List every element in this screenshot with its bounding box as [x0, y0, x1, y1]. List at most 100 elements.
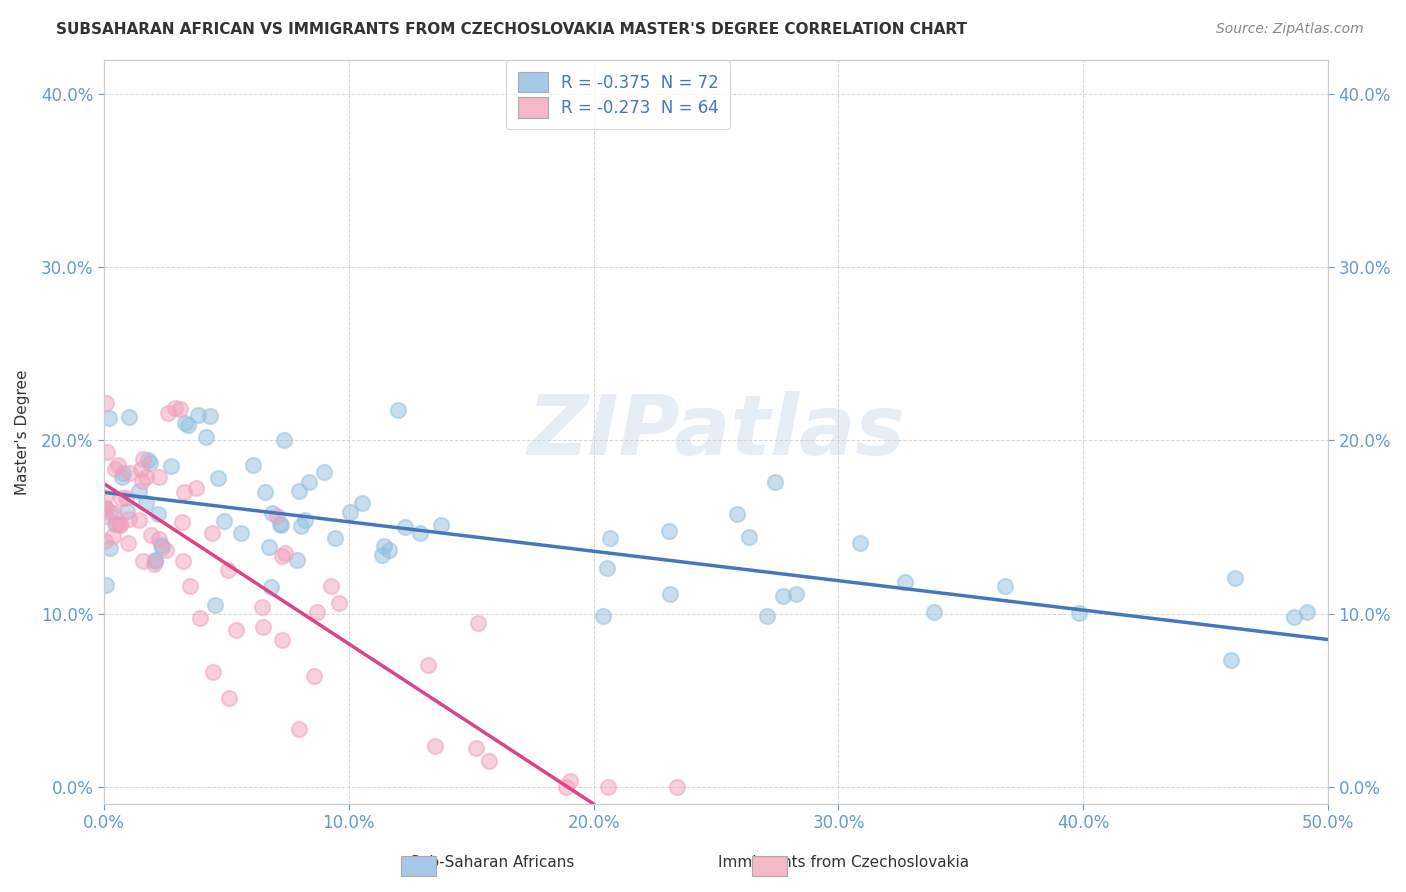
- Point: [294, 513, 316, 527]
- Point: [922, 606, 945, 620]
- Point: [94, 533, 117, 548]
- Point: [143, 557, 166, 571]
- Point: [152, 541, 174, 555]
- Point: [599, 531, 621, 545]
- Point: [737, 530, 759, 544]
- Point: [785, 587, 807, 601]
- Point: [994, 579, 1017, 593]
- Point: [188, 611, 211, 625]
- Point: [128, 513, 150, 527]
- Point: [596, 561, 619, 575]
- Point: [98, 505, 121, 519]
- Text: Source: ZipAtlas.com: Source: ZipAtlas.com: [1216, 22, 1364, 37]
- Point: [94, 509, 117, 524]
- Point: [371, 549, 394, 563]
- Point: [169, 402, 191, 417]
- Point: [287, 722, 309, 736]
- Point: [478, 754, 501, 768]
- Point: [120, 466, 142, 480]
- Point: [260, 581, 283, 595]
- Point: [290, 519, 312, 533]
- Point: [250, 600, 273, 615]
- Point: [96, 501, 118, 516]
- Point: [302, 669, 325, 683]
- Point: [271, 632, 294, 647]
- Point: [260, 506, 283, 520]
- Point: [111, 470, 134, 484]
- Point: [202, 665, 225, 679]
- Point: [592, 609, 614, 624]
- Point: [658, 587, 681, 601]
- Point: [98, 541, 121, 555]
- Point: [94, 490, 117, 504]
- Y-axis label: Master's Degree: Master's Degree: [15, 369, 30, 494]
- Point: [894, 574, 917, 589]
- Point: [274, 546, 297, 560]
- Point: [118, 410, 141, 425]
- Point: [229, 526, 252, 541]
- Point: [184, 481, 207, 495]
- Point: [103, 506, 125, 520]
- Point: [323, 531, 346, 545]
- Point: [207, 470, 229, 484]
- Point: [174, 416, 197, 430]
- Point: [155, 543, 177, 558]
- Point: [129, 462, 152, 476]
- Point: [110, 516, 132, 531]
- Point: [179, 579, 201, 593]
- Point: [156, 406, 179, 420]
- Point: [416, 658, 439, 673]
- Point: [135, 496, 157, 510]
- Point: [314, 466, 336, 480]
- Point: [252, 620, 274, 634]
- Point: [201, 526, 224, 541]
- Point: [772, 589, 794, 603]
- Text: SUBSAHARAN AFRICAN VS IMMIGRANTS FROM CZECHOSLOVAKIA MASTER'S DEGREE CORRELATION: SUBSAHARAN AFRICAN VS IMMIGRANTS FROM CZ…: [56, 22, 967, 37]
- Point: [387, 403, 409, 417]
- Point: [103, 517, 125, 532]
- Point: [1225, 571, 1247, 585]
- Point: [467, 615, 489, 630]
- Point: [172, 516, 194, 530]
- Point: [1284, 609, 1306, 624]
- Point: [200, 409, 222, 423]
- Point: [107, 458, 129, 473]
- Point: [408, 526, 430, 541]
- Point: [176, 417, 198, 432]
- Point: [148, 469, 170, 483]
- Point: [259, 541, 281, 555]
- Point: [465, 741, 488, 756]
- Point: [204, 598, 226, 612]
- Point: [148, 533, 170, 547]
- Point: [149, 538, 172, 552]
- Point: [288, 483, 311, 498]
- Text: ZIPatlas: ZIPatlas: [527, 392, 905, 472]
- Point: [117, 512, 139, 526]
- Point: [104, 462, 127, 476]
- Point: [285, 553, 308, 567]
- Point: [242, 458, 264, 472]
- Point: [430, 517, 453, 532]
- Point: [117, 536, 139, 550]
- Point: [319, 579, 342, 593]
- Point: [131, 474, 153, 488]
- Point: [270, 517, 292, 532]
- Point: [112, 466, 135, 480]
- Point: [1220, 653, 1243, 667]
- Point: [165, 401, 187, 416]
- Point: [143, 553, 166, 567]
- Point: [725, 507, 748, 521]
- Point: [115, 504, 138, 518]
- Point: [135, 470, 157, 484]
- Point: [194, 430, 217, 444]
- Point: [98, 411, 121, 425]
- Point: [128, 483, 150, 498]
- Point: [212, 515, 235, 529]
- Point: [132, 452, 155, 467]
- Point: [110, 491, 132, 506]
- Point: [94, 500, 117, 515]
- Point: [136, 452, 159, 467]
- Point: [225, 623, 247, 637]
- Point: [266, 509, 288, 524]
- Point: [148, 508, 170, 522]
